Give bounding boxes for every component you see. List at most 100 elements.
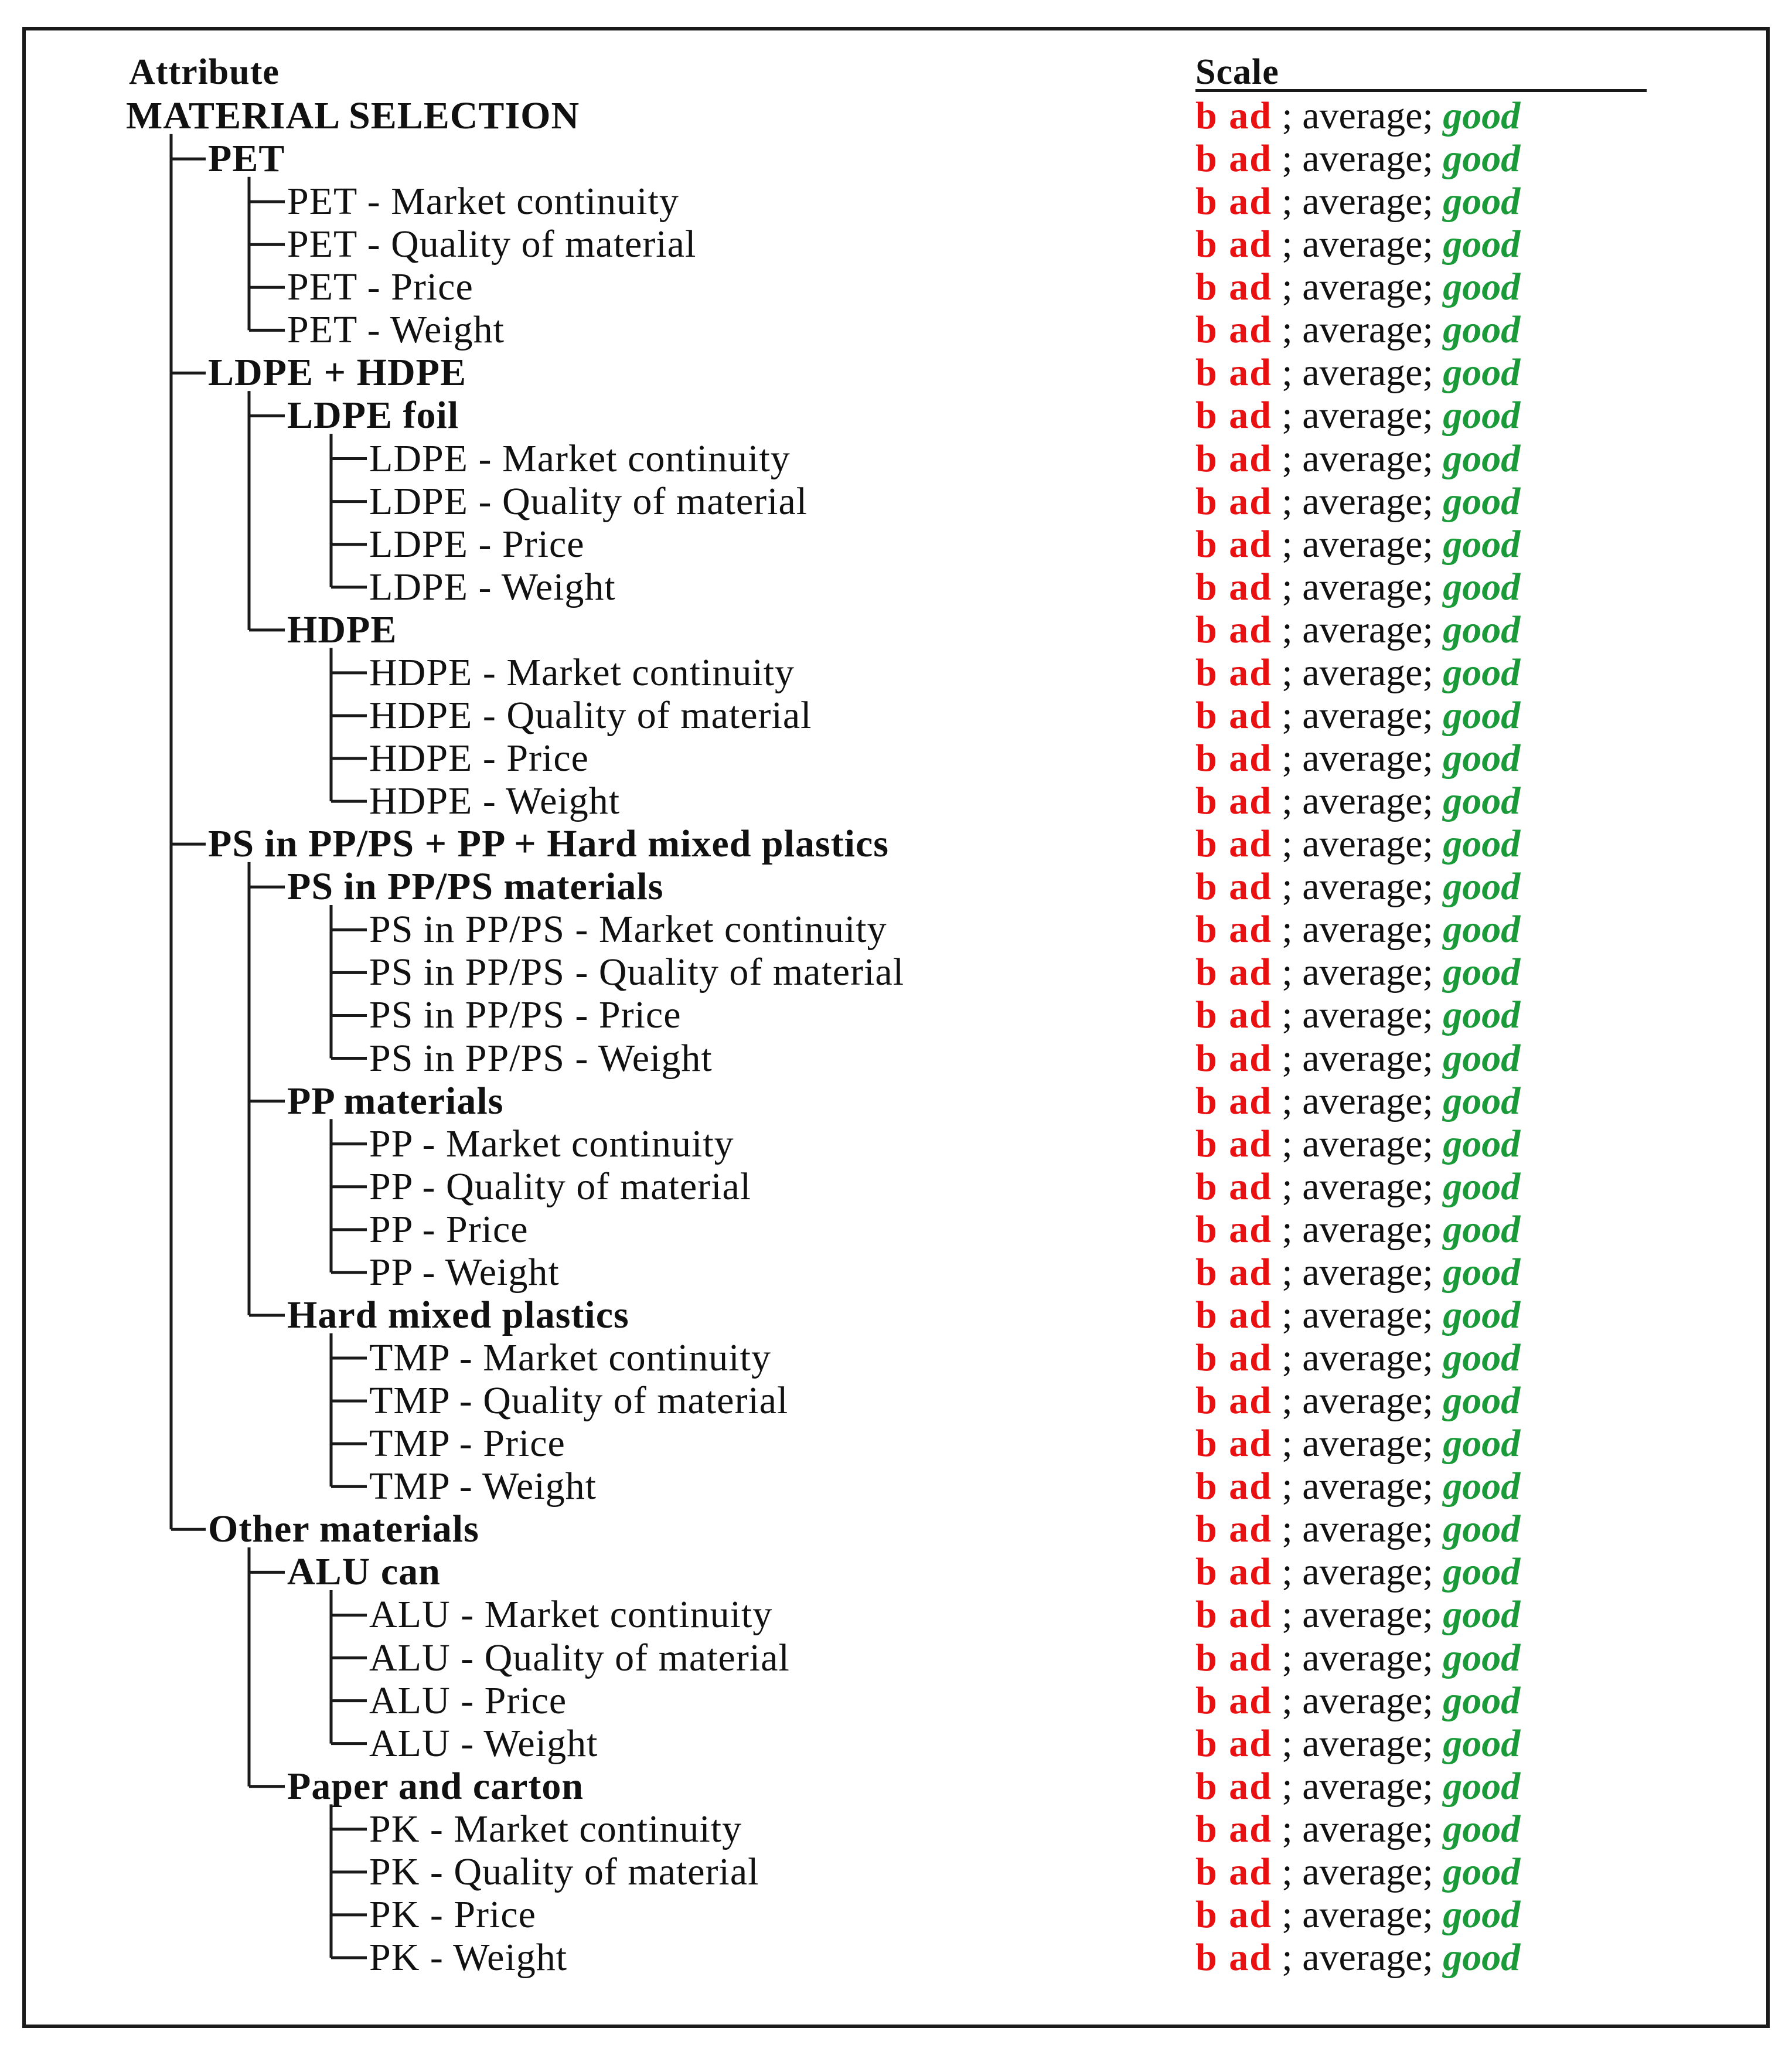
scale-options: b ad ; average; good	[1195, 1253, 1520, 1292]
attribute-label: PS in PP/PS materials	[287, 865, 664, 909]
scale-good: good	[1443, 651, 1521, 694]
scale-options: b ad ; average; good	[1195, 1510, 1520, 1549]
scale-good: good	[1443, 1293, 1521, 1336]
scale-average: average	[1302, 94, 1423, 137]
scale-separator: ;	[1272, 737, 1303, 780]
scale-separator: ;	[1272, 1079, 1303, 1122]
scale-average: average	[1302, 394, 1423, 437]
scale-average: average	[1302, 1893, 1423, 1936]
scale-average: average	[1302, 1250, 1423, 1294]
scale-good: good	[1443, 1893, 1521, 1936]
scale-options: b ad ; average; good	[1195, 97, 1520, 135]
scale-good: good	[1443, 822, 1521, 866]
scale-good: good	[1443, 1122, 1521, 1165]
scale-good: good	[1443, 1336, 1521, 1380]
attribute-label: PET - Weight	[287, 308, 505, 352]
scale-separator: ;	[1422, 1508, 1443, 1551]
scale-good: good	[1443, 608, 1521, 651]
scale-options: b ad ; average; good	[1195, 1293, 1521, 1336]
attribute-label: ALU - Quality of material	[369, 1636, 790, 1679]
scale-average: average	[1302, 437, 1423, 480]
scale-options: b ad ; average; good	[1195, 953, 1520, 992]
scale-separator: ;	[1422, 223, 1443, 266]
scale-average: average	[1302, 1122, 1423, 1165]
scale-average: average	[1302, 780, 1423, 823]
scale-separator: ;	[1272, 608, 1303, 651]
scale-options: b ad ; average; good	[1195, 608, 1521, 651]
scale-separator: ;	[1422, 308, 1443, 352]
scale-separator: ;	[1272, 180, 1303, 223]
scale-average: average	[1302, 223, 1423, 266]
scale-bad: b ad	[1195, 780, 1272, 823]
attribute-label: LDPE foil	[287, 394, 459, 437]
scale-separator: ;	[1422, 1893, 1443, 1936]
scale-options: b ad ; average; good	[1195, 1467, 1520, 1506]
scale-good: good	[1443, 1079, 1521, 1122]
scale-good: good	[1443, 1207, 1521, 1251]
attribute-label: LDPE + HDPE	[208, 351, 466, 394]
scale-separator: ;	[1422, 865, 1443, 909]
scale-good: good	[1443, 693, 1521, 737]
scale-separator: ;	[1422, 1207, 1443, 1251]
attribute-label: HDPE	[287, 608, 397, 651]
scale-separator: ;	[1422, 1764, 1443, 1808]
scale-options: b ad ; average; good	[1195, 696, 1520, 735]
attribute-label: PS in PP/PS - Quality of material	[369, 951, 905, 994]
scale-separator: ;	[1272, 1250, 1303, 1294]
scale-separator: ;	[1422, 737, 1443, 780]
scale-good: good	[1443, 522, 1521, 566]
scale-average: average	[1302, 1036, 1423, 1080]
scale-separator: ;	[1422, 94, 1443, 137]
scale-good: good	[1443, 308, 1521, 352]
scale-separator: ;	[1422, 822, 1443, 866]
scale-options: b ad ; average; good	[1195, 1079, 1521, 1122]
scale-average: average	[1302, 479, 1423, 523]
scale-good: good	[1443, 223, 1521, 266]
scale-options: b ad ; average; good	[1195, 1767, 1520, 1806]
scale-bad: b ad	[1195, 693, 1272, 737]
scale-bad: b ad	[1195, 908, 1272, 951]
scale-average: average	[1302, 137, 1423, 181]
scale-bad: b ad	[1195, 1422, 1272, 1465]
scale-average: average	[1302, 1593, 1423, 1636]
scale-separator: ;	[1272, 1122, 1303, 1165]
scale-bad: b ad	[1195, 1721, 1272, 1765]
scale-options: b ad ; average; good	[1195, 1807, 1521, 1850]
scale-separator: ;	[1422, 1936, 1443, 1979]
scale-separator: ;	[1272, 351, 1303, 394]
scale-bad: b ad	[1195, 1207, 1272, 1251]
scale-options: b ad ; average; good	[1195, 782, 1520, 821]
scale-good: good	[1443, 1422, 1521, 1465]
attribute-label: HDPE - Market continuity	[369, 651, 795, 694]
scale-average: average	[1302, 1465, 1423, 1508]
scale-separator: ;	[1422, 1679, 1443, 1722]
scale-separator: ;	[1422, 1550, 1443, 1594]
attribute-label: PP - Price	[369, 1207, 529, 1251]
scale-bad: b ad	[1195, 1936, 1272, 1979]
scale-average: average	[1302, 1508, 1423, 1551]
scale-options: b ad ; average; good	[1195, 396, 1520, 435]
scale-good: good	[1443, 1936, 1521, 1979]
scale-separator: ;	[1272, 1465, 1303, 1508]
scale-options: b ad ; average; good	[1195, 1595, 1520, 1634]
scale-good: good	[1443, 94, 1521, 137]
scale-separator: ;	[1422, 1379, 1443, 1423]
scale-good: good	[1443, 1807, 1521, 1850]
scale-bad: b ad	[1195, 1250, 1272, 1294]
scale-good: good	[1443, 137, 1521, 181]
scale-separator: ;	[1272, 908, 1303, 951]
scale-bad: b ad	[1195, 1336, 1272, 1380]
scale-options: b ad ; average; good	[1195, 1122, 1521, 1165]
scale-options: b ad ; average; good	[1195, 567, 1520, 607]
scale-average: average	[1302, 351, 1423, 394]
scale-bad: b ad	[1195, 608, 1272, 651]
scale-options: b ad ; average; good	[1195, 867, 1520, 906]
attribute-label: PP - Market continuity	[369, 1122, 734, 1165]
scale-average: average	[1302, 308, 1423, 352]
scale-separator: ;	[1272, 1036, 1303, 1080]
scale-separator: ;	[1422, 1122, 1443, 1165]
scale-separator: ;	[1422, 951, 1443, 994]
scale-bad: b ad	[1195, 180, 1272, 223]
scale-good: good	[1443, 1593, 1521, 1636]
scale-average: average	[1302, 1379, 1423, 1423]
